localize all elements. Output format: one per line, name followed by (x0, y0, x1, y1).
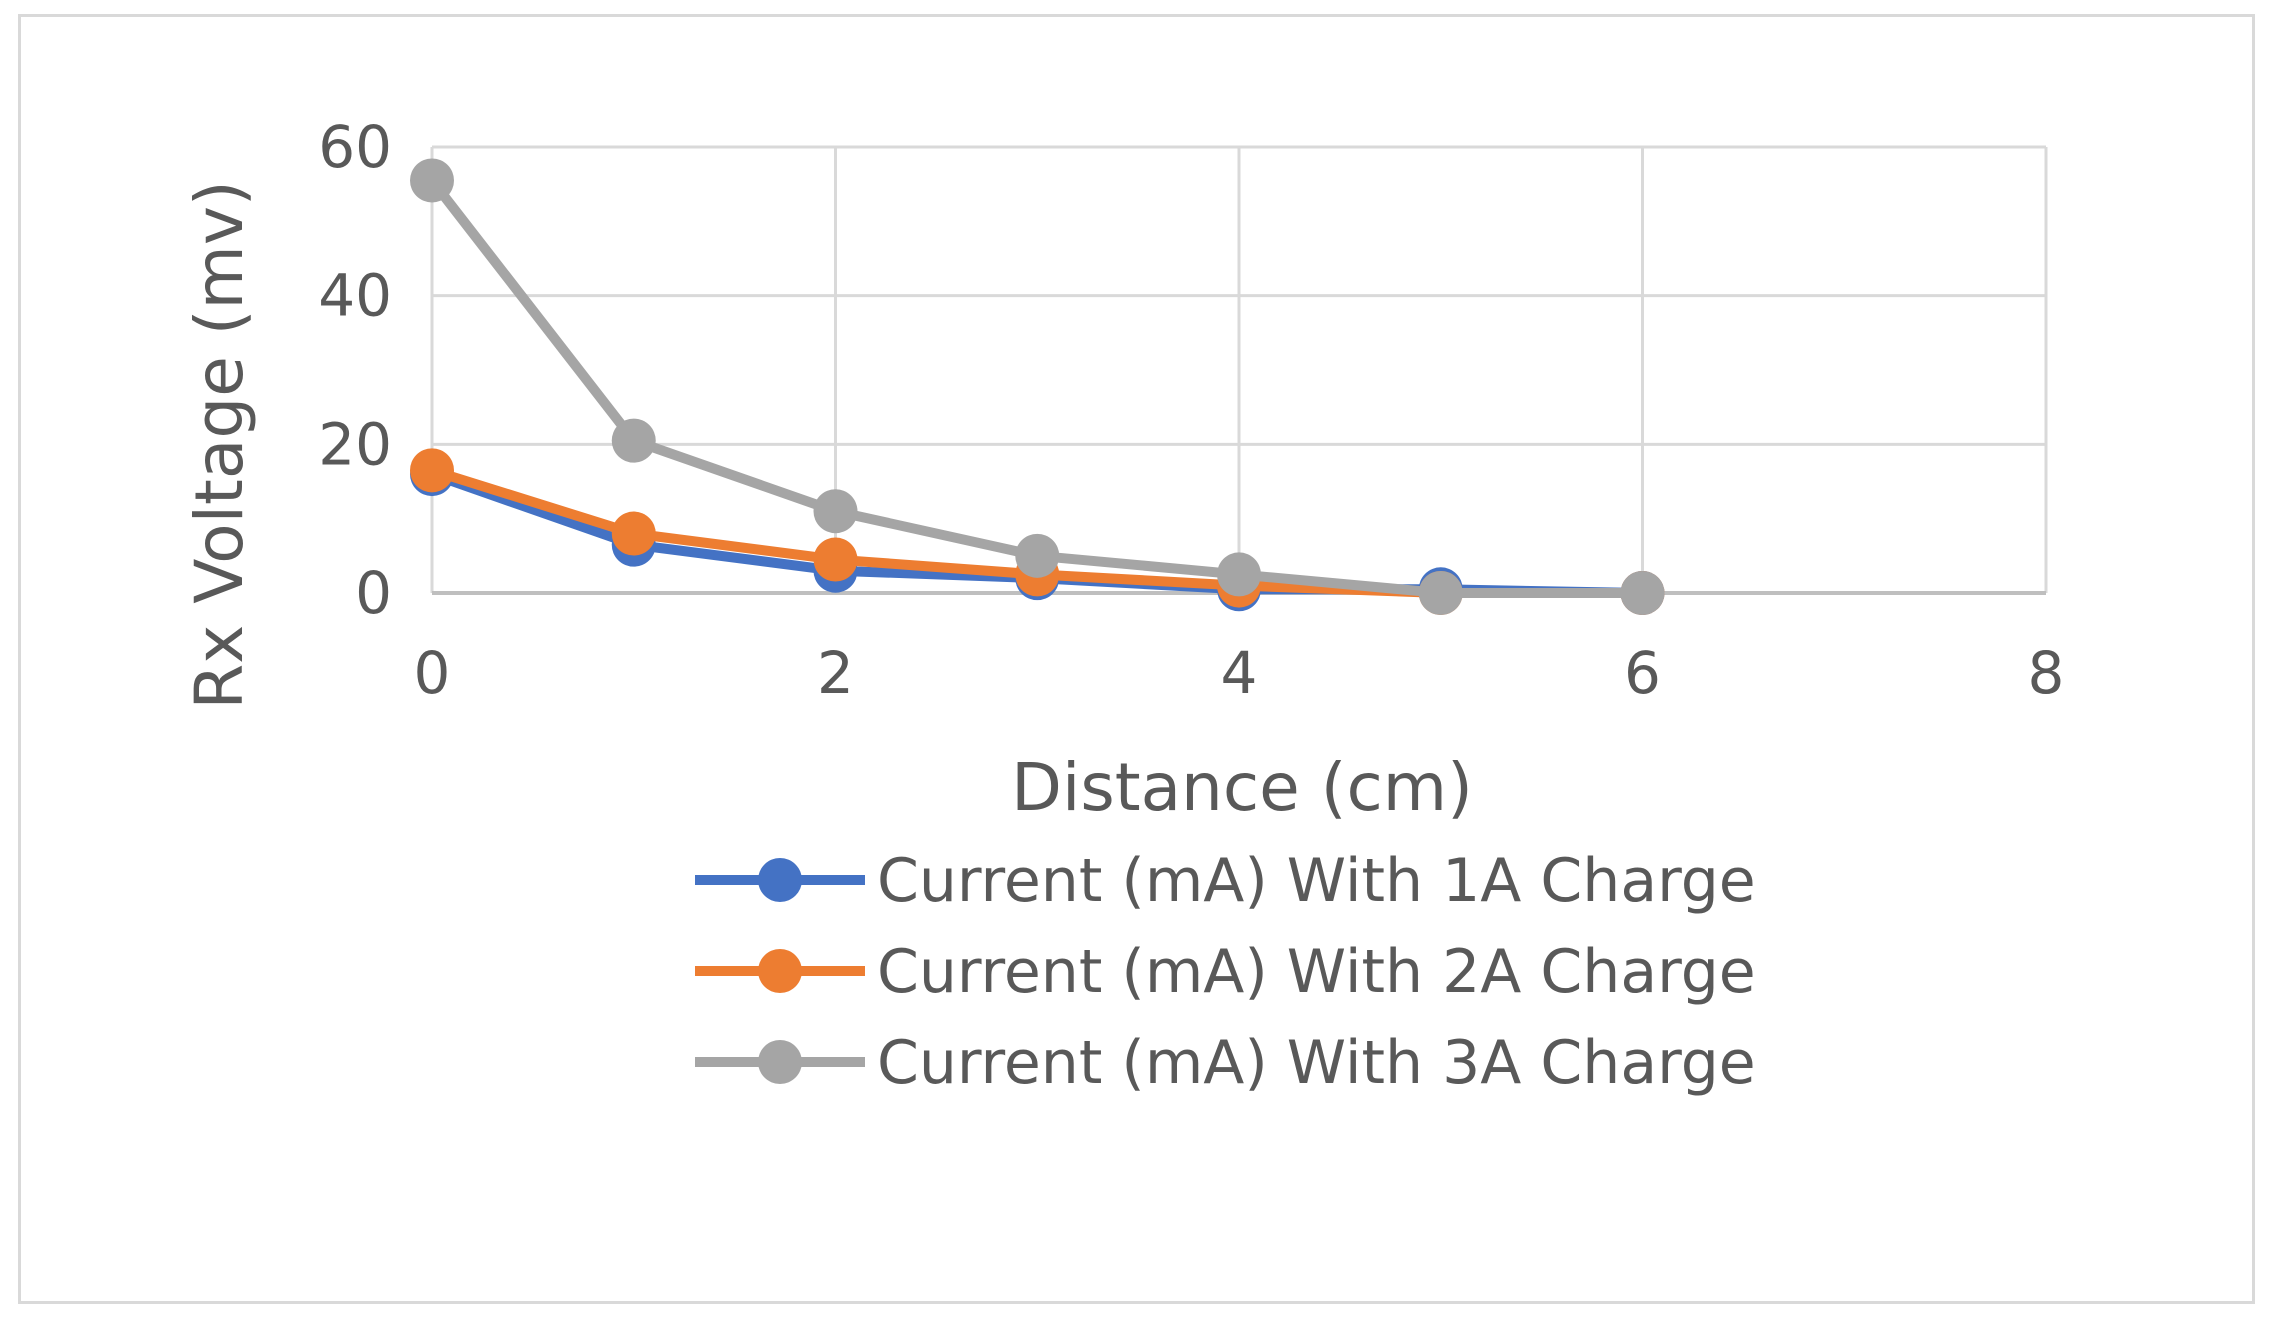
series-lines (410, 158, 1665, 615)
data-point (813, 489, 858, 534)
legend-swatch-marker (758, 1040, 802, 1084)
data-point (1015, 533, 1060, 578)
data-point (1620, 571, 1665, 615)
data-point (410, 158, 454, 203)
legend-label: Current (mA) With 3A Charge (877, 1028, 1756, 1098)
data-point (410, 448, 454, 493)
x-tick-label: 6 (1624, 639, 1661, 707)
legend-label: Current (mA) With 1A Charge (877, 846, 1756, 916)
legend-swatch-marker (758, 858, 802, 902)
data-point (1217, 552, 1261, 597)
x-tick-label: 4 (1221, 639, 1258, 707)
legend-swatch-marker (758, 949, 802, 993)
data-point (813, 537, 858, 582)
x-tick-label: 8 (2028, 639, 2065, 707)
data-point (611, 511, 656, 556)
data-point (611, 418, 656, 463)
y-axis-title: Rx Voltage (mv) (181, 180, 258, 709)
data-point (1418, 571, 1463, 615)
legend-label: Current (mA) With 2A Charge (877, 937, 1756, 1007)
x-tick-label: 2 (817, 639, 854, 707)
x-axis-title: Distance (cm) (1011, 749, 1473, 826)
x-tick-label: 0 (414, 639, 451, 707)
legend: Current (mA) With 1A Charge Current (mA) … (695, 846, 1756, 1098)
tick-labels: 0 20 40 60 0 2 4 6 8 (318, 113, 2064, 707)
grid-lines (430, 145, 2048, 593)
chart-frame (18, 14, 2255, 1304)
y-tick-label: 0 (355, 559, 392, 627)
y-tick-label: 60 (318, 113, 392, 181)
y-tick-label: 20 (318, 410, 392, 478)
y-tick-label: 40 (318, 262, 392, 330)
